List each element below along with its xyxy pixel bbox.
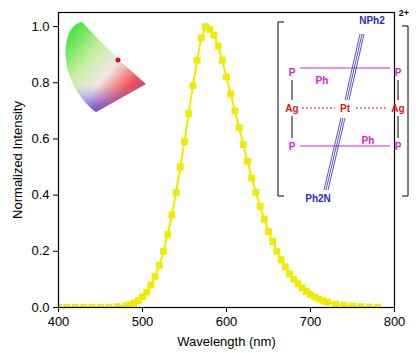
svg-text:0.2: 0.2 bbox=[31, 243, 49, 258]
svg-text:Ag: Ag bbox=[391, 103, 404, 114]
svg-text:Ph: Ph bbox=[316, 75, 329, 86]
svg-text:700: 700 bbox=[300, 314, 322, 329]
svg-text:Pt: Pt bbox=[340, 103, 351, 114]
svg-text:P: P bbox=[395, 141, 402, 152]
svg-text:Normalized Intensity: Normalized Intensity bbox=[10, 101, 25, 219]
svg-text:Ag: Ag bbox=[285, 103, 298, 114]
svg-text:Ph: Ph bbox=[362, 135, 375, 146]
svg-text:800: 800 bbox=[384, 314, 406, 329]
svg-text:0.6: 0.6 bbox=[31, 131, 49, 146]
svg-text:NPh2: NPh2 bbox=[359, 15, 385, 26]
svg-text:400: 400 bbox=[48, 314, 70, 329]
svg-text:P: P bbox=[395, 67, 402, 78]
svg-text:1.0: 1.0 bbox=[31, 19, 49, 34]
svg-text:P: P bbox=[289, 141, 296, 152]
svg-text:0.0: 0.0 bbox=[31, 300, 49, 315]
svg-text:P: P bbox=[289, 67, 296, 78]
svg-text:2+: 2+ bbox=[399, 8, 409, 18]
svg-text:0.8: 0.8 bbox=[31, 75, 49, 90]
svg-text:Wavelength (nm): Wavelength (nm) bbox=[177, 334, 276, 349]
svg-text:500: 500 bbox=[132, 314, 154, 329]
svg-text:0.4: 0.4 bbox=[31, 187, 49, 202]
svg-text:600: 600 bbox=[216, 314, 238, 329]
svg-text:Ph2N: Ph2N bbox=[305, 193, 331, 204]
